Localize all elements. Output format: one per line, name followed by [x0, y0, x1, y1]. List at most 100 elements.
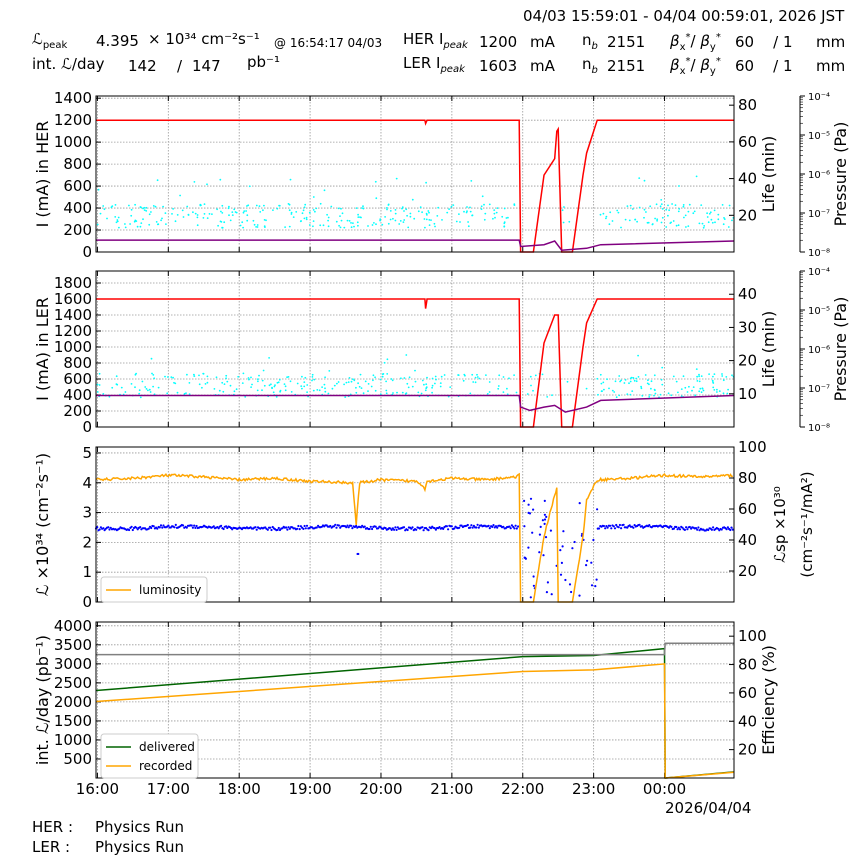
specific-point — [285, 526, 288, 529]
pressure-point — [283, 383, 286, 385]
pressure-point — [196, 216, 199, 219]
specific-point — [384, 527, 387, 530]
specific-point — [675, 525, 678, 529]
pressure-point — [103, 208, 106, 211]
pressure-point — [231, 214, 234, 217]
pressure-point — [608, 387, 610, 390]
specific-point — [270, 528, 273, 532]
pressure-point — [600, 382, 603, 385]
specific-point — [632, 526, 635, 529]
specific-point — [515, 527, 518, 530]
pressure-point — [358, 385, 361, 388]
ler-beta-unit: mm — [816, 57, 846, 75]
pressure-tick-label: 10⁻⁶ — [808, 170, 830, 181]
pressure-point — [216, 208, 219, 211]
pressure-point — [200, 204, 202, 207]
pressure-point — [428, 211, 430, 214]
pressure-point — [660, 203, 663, 206]
pressure-point — [423, 218, 426, 220]
pressure-point — [716, 391, 718, 393]
pressure-tick-label: 10⁻⁵ — [808, 131, 830, 142]
pressure-point — [299, 220, 302, 223]
pressure-point — [227, 207, 230, 210]
pressure-point — [411, 385, 414, 388]
pressure-point — [431, 384, 434, 387]
recorded-line — [95, 663, 735, 779]
pressure-point — [256, 224, 259, 226]
pressure-point — [319, 202, 322, 205]
specific-point — [532, 508, 535, 511]
pressure-point — [404, 393, 407, 395]
pressure-point — [467, 225, 470, 228]
y-tick-label: 3500 — [54, 636, 92, 654]
pressure-point — [635, 377, 638, 380]
ler-nb-label: nb — [582, 55, 598, 76]
y2-tick-label: 60 — [738, 684, 757, 702]
y-axis-label: I (mA) in HER — [33, 121, 52, 228]
pressure-point — [301, 212, 304, 215]
pressure-point — [506, 387, 508, 390]
specific-point — [193, 524, 196, 527]
pressure-point — [667, 214, 669, 217]
pressure-point — [367, 383, 370, 385]
specific-point — [469, 526, 472, 529]
specific-point — [421, 526, 424, 529]
pressure-point — [428, 224, 431, 227]
specific-point — [299, 525, 302, 528]
pressure-point — [624, 218, 627, 221]
y-tick-label: 3 — [82, 504, 92, 522]
pressure-point — [470, 180, 473, 182]
pressure-point — [172, 208, 175, 210]
pressure-point — [102, 205, 105, 207]
pressure-point — [708, 212, 711, 215]
ler-beta-label: βx*/ βy* — [670, 56, 721, 77]
pressure-point — [367, 390, 369, 392]
pressure-point — [688, 385, 690, 388]
pressure-point — [176, 391, 179, 394]
specific-point — [605, 525, 608, 528]
pressure-point — [513, 204, 516, 207]
pressure-point — [485, 374, 487, 376]
y-tick-label: 1000 — [54, 338, 92, 356]
pressure-point — [712, 381, 714, 383]
pressure-point — [220, 221, 223, 223]
pressure-point — [323, 383, 326, 386]
specific-point — [395, 528, 398, 532]
specific-point — [524, 557, 528, 560]
pressure-point — [628, 219, 631, 222]
specific-point — [415, 528, 418, 531]
pressure-point — [713, 373, 716, 375]
specific-point — [585, 564, 588, 567]
pressure-point — [476, 373, 478, 376]
specific-point — [604, 527, 607, 530]
pressure-point — [288, 203, 291, 206]
y-tick-label: 600 — [63, 177, 92, 195]
pressure-point — [702, 226, 705, 229]
specific-point — [374, 525, 377, 528]
pressure-point — [507, 216, 509, 219]
y-tick-label: 3000 — [54, 655, 92, 673]
specific-point — [167, 524, 170, 527]
specific-point — [182, 524, 185, 527]
specific-point — [476, 523, 479, 526]
y-axis-label: I (mA) in LER — [33, 297, 52, 401]
pressure-point — [401, 391, 404, 394]
pressure-tick-label: 10⁻⁷ — [808, 384, 830, 395]
pressure-point — [218, 389, 221, 392]
her-ipeak-label: HER Ipeak — [403, 30, 468, 51]
pressure-point — [263, 225, 266, 228]
pressure-point — [707, 221, 710, 224]
pressure-point — [229, 219, 232, 222]
pressure-point — [312, 389, 315, 392]
pressure-tick-label: 10⁻⁴ — [808, 267, 830, 278]
pressure-point — [502, 376, 505, 378]
pressure-point — [721, 375, 724, 377]
pressure-point — [98, 384, 101, 386]
pressure-point — [138, 389, 141, 392]
y2-tick-label: 60 — [738, 500, 757, 518]
specific-point — [731, 528, 734, 531]
pressure-point — [682, 204, 685, 206]
pressure-point — [97, 188, 100, 191]
pressure-point — [161, 217, 163, 220]
specific-point — [676, 528, 679, 531]
